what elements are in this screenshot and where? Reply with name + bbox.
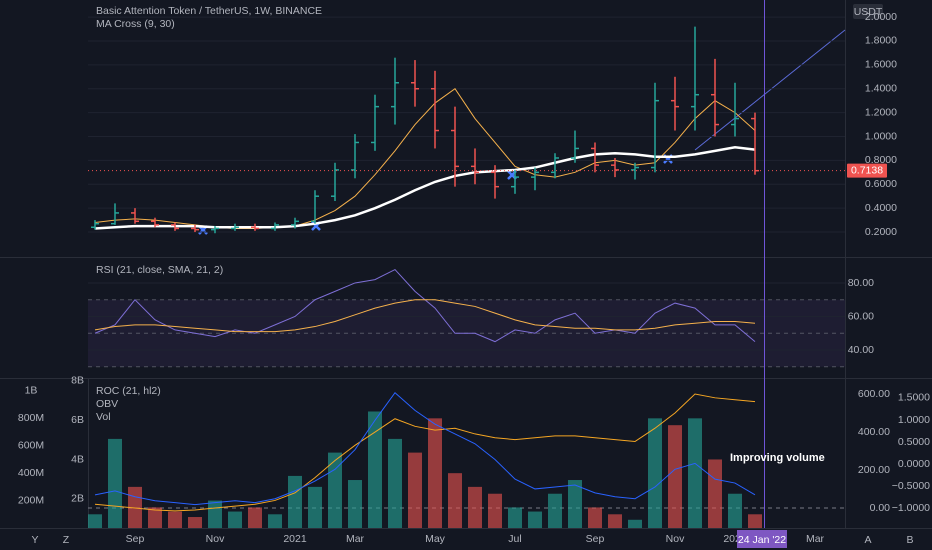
x-tick-label: Mar xyxy=(806,533,825,545)
legend-label: ROC (21, hl2) xyxy=(96,385,161,397)
volume-bar xyxy=(488,493,502,528)
y-tick-label: 0.2000 xyxy=(865,226,897,238)
volume-bar xyxy=(448,473,462,528)
volume-bar xyxy=(88,514,102,528)
volume-bar xyxy=(548,493,562,528)
y-tick-label: 0.5000 xyxy=(898,436,930,448)
y-tick-label: 1B xyxy=(25,385,38,397)
annotation: Improving volume xyxy=(730,452,825,464)
volume-bar xyxy=(588,507,602,528)
y-tick-label: 1.6000 xyxy=(865,59,897,71)
volume-bar xyxy=(288,475,302,528)
x-tick-label: Nov xyxy=(666,533,685,545)
volume-bar xyxy=(308,486,322,528)
volume-bar xyxy=(708,459,722,528)
volume-bar xyxy=(168,511,182,528)
y-tick-label: 40.00 xyxy=(848,344,874,356)
toolbar-button[interactable]: A xyxy=(864,534,871,546)
y-tick-label: 0.00 xyxy=(870,502,891,514)
y-tick-label: 200.00 xyxy=(858,464,890,476)
volume-bar xyxy=(108,438,122,528)
volume-bar xyxy=(348,480,362,528)
indicator-label: RSI (21, close, SMA, 21, 2) xyxy=(96,264,223,276)
currency-badge[interactable] xyxy=(853,4,883,19)
volume-bar xyxy=(528,511,542,528)
y-tick-label: 1.5000 xyxy=(898,392,930,404)
volume-bar xyxy=(148,507,162,528)
cursor-date-badge xyxy=(737,530,787,548)
y-tick-label: −0.5000 xyxy=(892,480,930,492)
y-tick-label: 1.8000 xyxy=(865,35,897,47)
trend-line[interactable] xyxy=(694,29,846,151)
volume-bar xyxy=(648,418,662,528)
y-tick-label: 0.0000 xyxy=(898,458,930,470)
y-tick-label: 1.2000 xyxy=(865,106,897,118)
moving-average xyxy=(94,145,756,230)
y-tick-label: 4B xyxy=(71,453,84,465)
y-tick-label: 0.6000 xyxy=(865,178,897,190)
y-tick-label: 600.00 xyxy=(858,388,890,400)
rsi-line xyxy=(94,299,756,333)
last-price-label: 0.7138 xyxy=(851,164,883,176)
volume-bar xyxy=(268,514,282,528)
y-tick-label: 1.4000 xyxy=(865,83,897,95)
currency-label: USDT xyxy=(854,6,883,18)
x-tick-label: Mar xyxy=(346,533,365,545)
indicator-line xyxy=(94,393,756,512)
x-tick-label: Sep xyxy=(586,533,605,545)
y-tick-label: 80.00 xyxy=(848,277,874,289)
volume-bar xyxy=(508,507,522,528)
y-tick-label: −1.0000 xyxy=(892,502,930,514)
volume-bar xyxy=(368,411,382,528)
y-tick-label: 600M xyxy=(18,440,44,452)
y-tick-label: 400M xyxy=(18,467,44,479)
volume-bar xyxy=(188,517,202,528)
y-tick-label: 0.8000 xyxy=(865,154,897,166)
chart-title: Basic Attention Token / TetherUS, 1W, BI… xyxy=(96,5,322,17)
indicator-label: MA Cross (9, 30) xyxy=(96,18,175,30)
y-tick-label: 0.4000 xyxy=(865,202,897,214)
y-tick-label: 8B xyxy=(71,375,84,387)
volume-bar xyxy=(408,452,422,528)
y-tick-label: 60.00 xyxy=(848,310,874,322)
volume-bar xyxy=(728,493,742,528)
y-tick-label: 1.0000 xyxy=(898,414,930,426)
toolbar-button[interactable]: B xyxy=(906,534,913,546)
y-tick-label: 2B xyxy=(71,493,84,505)
volume-bar xyxy=(668,425,682,528)
volume-bar xyxy=(748,514,762,528)
x-tick-label: 2021 xyxy=(283,533,307,545)
last-price-badge xyxy=(847,163,887,178)
volume-bar xyxy=(388,438,402,528)
y-tick-label: 400.00 xyxy=(858,426,890,438)
volume-bar xyxy=(228,511,242,528)
volume-bar xyxy=(568,480,582,528)
y-tick-label: 200M xyxy=(18,494,44,506)
legend-label: OBV xyxy=(96,398,118,410)
y-tick-label: 800M xyxy=(18,412,44,424)
indicator-line xyxy=(94,392,756,506)
legend-label: Vol xyxy=(96,411,111,423)
toolbar-button[interactable]: Y xyxy=(31,534,38,546)
volume-bar xyxy=(608,514,622,528)
y-tick-label: 6B xyxy=(71,414,84,426)
volume-bar xyxy=(468,486,482,528)
x-tick-label: Jul xyxy=(508,533,521,545)
y-tick-label: 2.0000 xyxy=(865,11,897,23)
y-tick-label: 1.0000 xyxy=(865,130,897,142)
volume-bar xyxy=(688,418,702,528)
volume-bar xyxy=(628,519,642,528)
x-tick-label: Nov xyxy=(206,533,225,545)
cursor-date-label: 24 Jan '22 xyxy=(738,534,786,546)
volume-bar xyxy=(428,418,442,528)
volume-bar xyxy=(248,507,262,528)
volume-bar xyxy=(208,500,222,528)
toolbar-button[interactable]: Z xyxy=(63,534,70,546)
x-tick-label: May xyxy=(425,533,446,545)
x-tick-label: Sep xyxy=(126,533,145,545)
